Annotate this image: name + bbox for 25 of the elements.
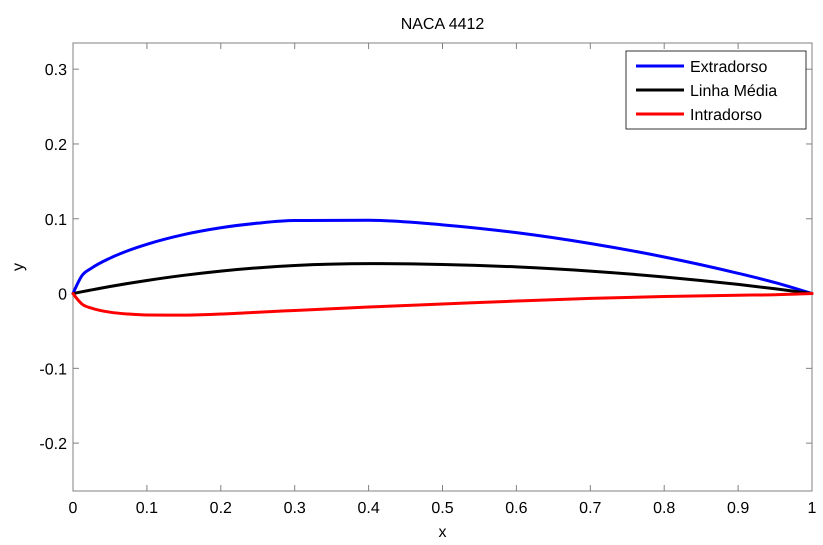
x-tick-label: 0.5: [431, 500, 454, 517]
y-tick-label: 0.3: [44, 62, 68, 80]
line-series: [72, 292, 814, 317]
x-tick-label: 0.4: [357, 500, 380, 517]
x-tick-label: 0.3: [284, 500, 306, 517]
legend-label: Intradorso: [690, 107, 762, 124]
x-tick-label: 0: [68, 500, 78, 517]
x-tick-label: 0.6: [505, 500, 528, 517]
legend-label: Extradorso: [690, 59, 768, 76]
y-tick-label: 0.2: [44, 136, 68, 154]
x-tick-label: 0.8: [653, 500, 676, 517]
x-tick-label: 0.2: [210, 500, 232, 517]
y-axis-title: y: [10, 263, 27, 271]
y-tick-label: -0.1: [39, 361, 68, 378]
x-tick-label: 0.1: [136, 500, 158, 517]
y-tick-label: 0: [58, 286, 68, 304]
x-tick-label: 0.7: [579, 500, 602, 517]
x-tick-label: 0.9: [726, 500, 750, 517]
chart-title: NACA 4412: [400, 16, 484, 33]
x-axis-title: x: [438, 524, 446, 541]
legend-label: Linha Média: [690, 83, 778, 100]
y-tick-label: 0.1: [44, 212, 68, 229]
x-tick-label: 1: [808, 500, 817, 517]
y-tick-label: -0.2: [39, 436, 68, 454]
line-series: [72, 218, 814, 296]
